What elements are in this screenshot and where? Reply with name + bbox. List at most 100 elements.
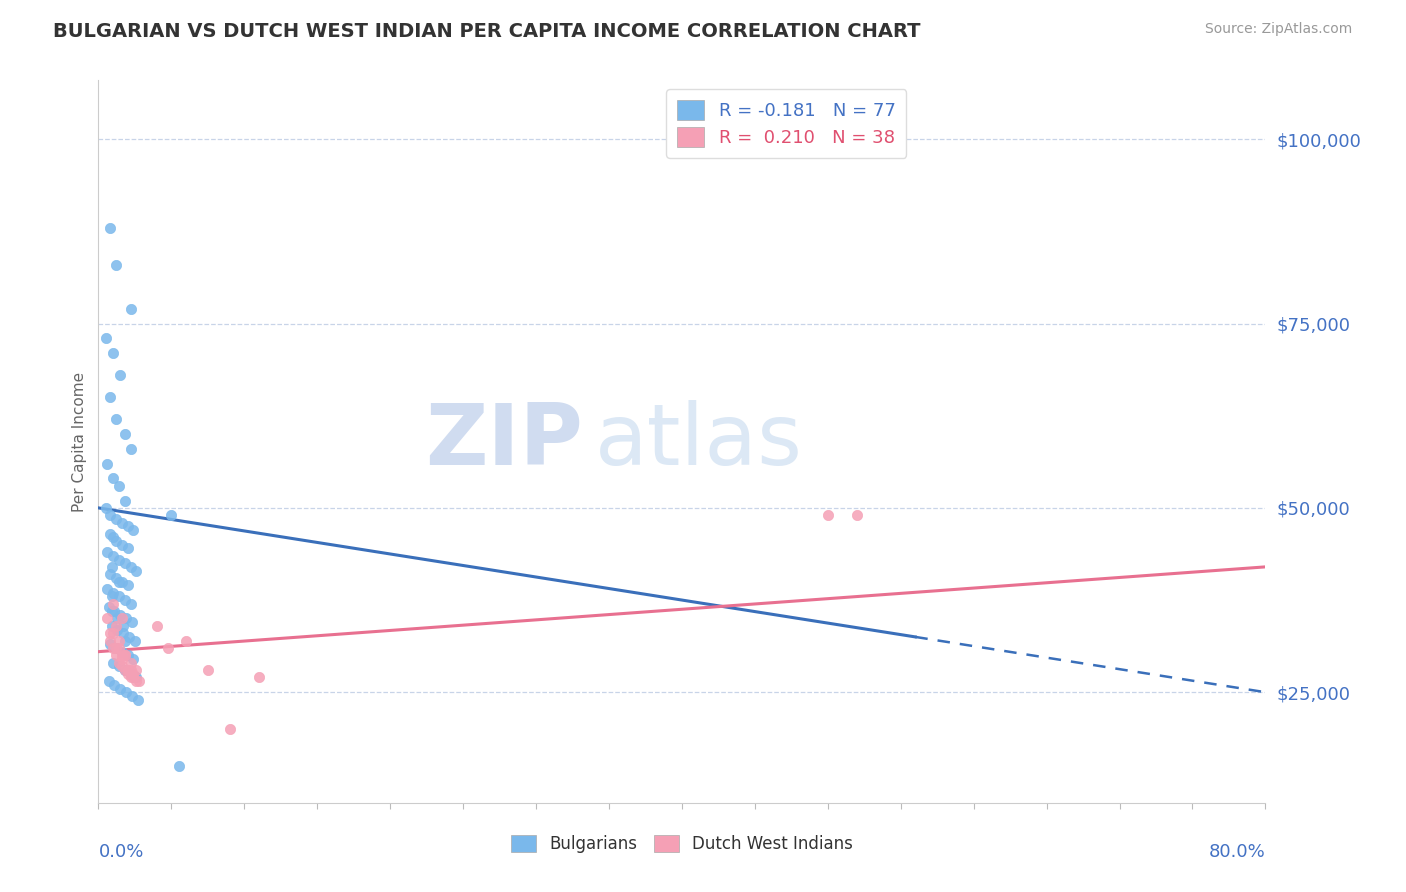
Point: [120, 656, 142, 670]
Point: [120, 597, 142, 611]
Point: [97, 674, 120, 689]
Point: [96, 582, 118, 596]
Point: [111, 574, 134, 589]
Point: [114, 648, 136, 663]
Point: [114, 593, 136, 607]
Text: Source: ZipAtlas.com: Source: ZipAtlas.com: [1205, 22, 1353, 37]
Point: [114, 663, 136, 677]
Point: [108, 640, 131, 655]
Point: [108, 659, 131, 673]
Point: [167, 759, 190, 773]
Point: [117, 519, 139, 533]
Point: [111, 659, 134, 673]
Point: [125, 670, 148, 684]
Point: [120, 560, 142, 574]
Point: [117, 578, 139, 592]
Text: 80.0%: 80.0%: [1209, 843, 1265, 861]
Point: [114, 556, 136, 570]
Point: [100, 560, 122, 574]
Point: [108, 590, 131, 604]
Y-axis label: Per Capita Income: Per Capita Income: [72, 371, 87, 512]
Point: [104, 640, 127, 655]
Point: [110, 681, 132, 696]
Point: [114, 633, 136, 648]
Point: [108, 656, 131, 670]
Point: [218, 722, 240, 736]
Point: [111, 611, 134, 625]
Point: [98, 526, 121, 541]
Point: [110, 368, 132, 383]
Point: [120, 442, 142, 456]
Point: [197, 663, 219, 677]
Point: [105, 623, 128, 637]
Point: [96, 611, 118, 625]
Point: [105, 611, 128, 625]
Point: [112, 619, 135, 633]
Legend: Bulgarians, Dutch West Indians: Bulgarians, Dutch West Indians: [505, 828, 859, 860]
Point: [108, 479, 131, 493]
Point: [114, 648, 136, 663]
Text: ZIP: ZIP: [425, 400, 582, 483]
Point: [125, 564, 148, 578]
Text: 0.0%: 0.0%: [98, 843, 143, 861]
Point: [97, 600, 120, 615]
Point: [101, 585, 124, 599]
Point: [122, 523, 145, 537]
Point: [125, 663, 148, 677]
Point: [124, 670, 146, 684]
Point: [98, 508, 121, 523]
Point: [115, 611, 138, 625]
Text: BULGARIAN VS DUTCH WEST INDIAN PER CAPITA INCOME CORRELATION CHART: BULGARIAN VS DUTCH WEST INDIAN PER CAPIT…: [53, 22, 921, 41]
Point: [122, 652, 145, 666]
Point: [110, 607, 132, 622]
Point: [160, 508, 183, 523]
Point: [101, 640, 124, 655]
Point: [104, 571, 127, 585]
Point: [125, 674, 148, 689]
Point: [104, 648, 127, 663]
Point: [114, 663, 136, 677]
Point: [104, 412, 127, 426]
Point: [122, 670, 145, 684]
Point: [117, 663, 139, 677]
Point: [94, 500, 117, 515]
Point: [100, 590, 122, 604]
Point: [120, 666, 142, 681]
Point: [104, 258, 127, 272]
Point: [100, 604, 122, 618]
Point: [98, 633, 121, 648]
Point: [846, 508, 869, 523]
Point: [111, 648, 134, 663]
Point: [104, 640, 127, 655]
Point: [127, 692, 149, 706]
Point: [108, 633, 131, 648]
Point: [101, 471, 124, 485]
Point: [112, 626, 135, 640]
Point: [96, 457, 118, 471]
Point: [103, 604, 125, 618]
Point: [118, 630, 141, 644]
Point: [104, 534, 127, 549]
Point: [121, 689, 143, 703]
Point: [101, 530, 124, 544]
Point: [98, 626, 121, 640]
Point: [120, 670, 142, 684]
Point: [117, 648, 139, 663]
Point: [98, 567, 121, 582]
Point: [117, 541, 139, 556]
Point: [103, 678, 125, 692]
Point: [100, 619, 122, 633]
Point: [117, 666, 139, 681]
Point: [247, 670, 270, 684]
Point: [121, 615, 143, 630]
Point: [122, 666, 145, 681]
Point: [98, 637, 121, 651]
Point: [120, 663, 142, 677]
Point: [124, 633, 146, 648]
Point: [98, 390, 121, 404]
Point: [111, 538, 134, 552]
Point: [108, 552, 131, 566]
Point: [101, 626, 124, 640]
Point: [174, 633, 197, 648]
Point: [120, 301, 142, 316]
